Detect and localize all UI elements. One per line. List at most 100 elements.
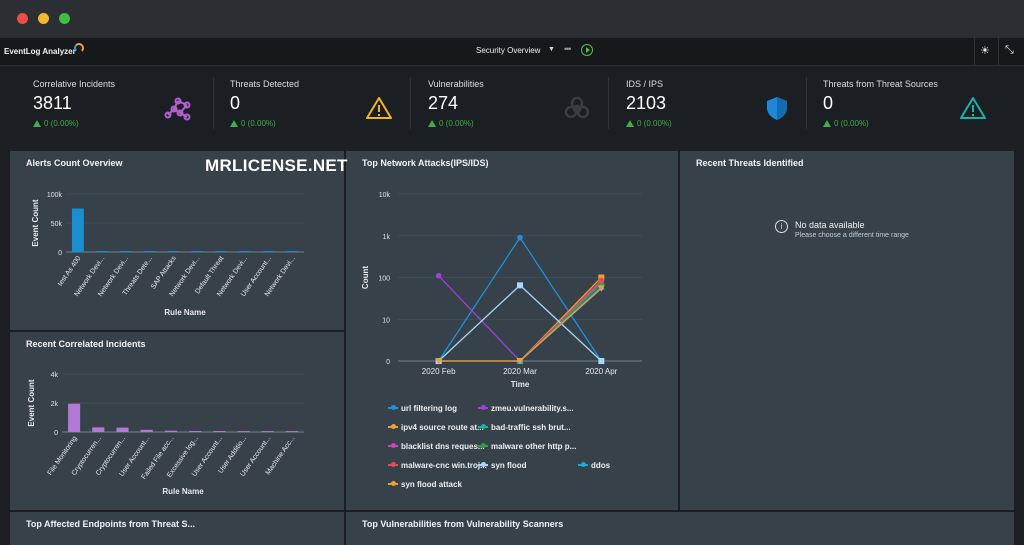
kpi-change: 0 (0.00%) <box>823 119 869 128</box>
kpi-change: 0 (0.00%) <box>626 119 672 128</box>
legend-item[interactable]: syn flood <box>478 461 527 470</box>
x-tick-label: 2020 Apr <box>585 367 617 376</box>
info-icon: i <box>775 220 788 233</box>
legend-item[interactable]: blacklist dns reques... <box>388 442 485 451</box>
bar-1-3 <box>140 429 153 432</box>
logo-arc-icon <box>74 43 84 53</box>
kpi-vulnerabilities[interactable]: Vulnerabilities 274 0 (0.00%) <box>428 67 598 133</box>
bar-0-9 <box>286 251 299 253</box>
legend-item[interactable]: syn flood attack <box>388 480 462 489</box>
bar-0-6 <box>214 251 227 253</box>
theme-toggle-icon[interactable]: ☀ <box>980 45 990 57</box>
bar-0-8 <box>262 251 275 253</box>
dashboard-selector[interactable]: Security Overview <box>476 46 541 55</box>
y-tick-label: 2k <box>51 401 59 408</box>
legend-swatch <box>578 462 588 467</box>
biohazard-icon <box>564 96 590 119</box>
kpi-label: Threats Detected <box>230 79 300 89</box>
legend-item[interactable]: ddos <box>578 461 610 470</box>
app-logo[interactable]: EventLog Analyzer <box>4 47 76 56</box>
kpi-value: 274 <box>428 93 459 113</box>
kpi-threats-detected[interactable]: Threats Detected 0 0 (0.00%) <box>230 67 400 133</box>
kpi-label: IDS / IPS <box>626 79 664 89</box>
legend-label: malware-cnc win.troj... <box>401 461 487 470</box>
legend-marker <box>391 443 396 448</box>
x-tick-label: 2020 Mar <box>503 367 537 376</box>
no-data-title: No data available <box>795 220 865 230</box>
legend-swatch <box>388 405 398 410</box>
kpi-threats-from-sources[interactable]: Threats from Threat Sources 0 0 (0.00%) <box>823 67 1013 133</box>
x-tick-label: 2020 Feb <box>422 367 456 376</box>
legend-marker <box>481 424 486 429</box>
legend-item[interactable]: ipv4 source route at... <box>388 423 484 432</box>
kpi-label: Threats from Threat Sources <box>823 79 938 89</box>
legend-label: bad-traffic ssh brut... <box>491 423 571 432</box>
legend-label: blacklist dns reques... <box>401 442 485 451</box>
legend-item[interactable]: url filtering log <box>388 404 457 413</box>
bar-0-5 <box>190 251 203 253</box>
kpi-divider <box>806 77 807 129</box>
bar-0-1 <box>95 251 108 253</box>
panel-recent-threats: Recent Threats Identified <box>680 151 1014 510</box>
y-tick-label: 100 <box>378 276 390 283</box>
point-9-0 <box>435 358 443 365</box>
kpi-ids-ips[interactable]: IDS / IPS 2103 0 (0.00%) <box>626 67 796 133</box>
point-6-1 <box>598 277 605 284</box>
legend-label: ddos <box>591 461 611 470</box>
point-1-0 <box>435 272 442 279</box>
y-axis-label: Count <box>361 266 370 289</box>
legend-label: syn flood <box>491 461 527 470</box>
bar-0-2 <box>119 251 132 253</box>
legend-marker <box>391 405 396 410</box>
legend-swatch <box>478 462 488 467</box>
kpi-strip: Correlative Incidents 3811 0 (0.00%) Thr… <box>0 67 1024 147</box>
warning-triangle-icon <box>960 97 986 119</box>
no-data-hint: Please choose a different time range <box>795 232 909 239</box>
legend-marker <box>391 424 396 429</box>
legend-item[interactable]: malware-cnc win.troj... <box>388 461 487 470</box>
bar-1-2 <box>116 427 129 432</box>
legend-item[interactable]: zmeu.vulnerability.s... <box>478 404 574 413</box>
kpi-divider <box>608 77 609 129</box>
legend-item[interactable]: bad-traffic ssh brut... <box>478 423 571 432</box>
panel-title: Recent Threats Identified <box>696 158 804 168</box>
bar-1-4 <box>164 430 177 432</box>
y-tick-label: 0 <box>54 430 58 437</box>
legend-swatch <box>478 424 488 429</box>
bar-1-6 <box>213 430 226 432</box>
chevron-down-icon[interactable]: ▼ <box>548 46 555 53</box>
kpi-value: 3811 <box>33 93 72 113</box>
y-tick-label: 1k <box>383 234 391 241</box>
kpi-correlative-incidents[interactable]: Correlative Incidents 3811 0 (0.00%) <box>33 67 203 133</box>
collapse-fullscreen-icon[interactable]: ⤡ <box>1005 44 1014 56</box>
legend-label: ipv4 source route at... <box>401 423 484 432</box>
x-axis-label: Rule Name <box>162 487 204 496</box>
series-line-6 <box>519 279 602 362</box>
series-line-1 <box>438 275 521 362</box>
legend-swatch <box>478 405 488 410</box>
bar-0-0 <box>71 208 84 252</box>
kpi-label: Correlative Incidents <box>33 79 116 89</box>
panel-recent-correlated: Recent Correlated Incidents <box>10 332 344 510</box>
legend-swatch <box>388 424 398 429</box>
bar-1-8 <box>261 431 274 433</box>
maximize-window-button[interactable] <box>59 13 70 24</box>
panel-title: Top Network Attacks(IPS/IDS) <box>362 158 489 168</box>
legend-swatch <box>388 462 398 467</box>
legend-item[interactable]: malware other http p... <box>478 442 576 451</box>
legend-marker <box>481 443 486 448</box>
no-data-message: i No data available Please choose a diff… <box>775 220 909 239</box>
legend-swatch <box>388 443 398 448</box>
bar-1-0 <box>68 403 81 432</box>
close-window-button[interactable] <box>17 13 28 24</box>
app-header: EventLog Analyzer Security Overview ▼ ••… <box>0 38 1024 66</box>
minimize-window-button[interactable] <box>38 13 49 24</box>
panel-top-network-attacks: Top Network Attacks(IPS/IDS) <box>346 151 678 510</box>
panel-top-affected-endpoints: Top Affected Endpoints from Threat S... <box>10 512 344 545</box>
window-titlebar <box>0 0 1024 38</box>
watermark-text: MRLICENSE.NET <box>205 156 348 175</box>
y-tick-label: 4k <box>51 372 59 379</box>
more-dots-icon[interactable]: ••• <box>564 44 572 54</box>
kpi-change: 0 (0.00%) <box>428 119 474 128</box>
play-icon[interactable] <box>581 44 593 56</box>
